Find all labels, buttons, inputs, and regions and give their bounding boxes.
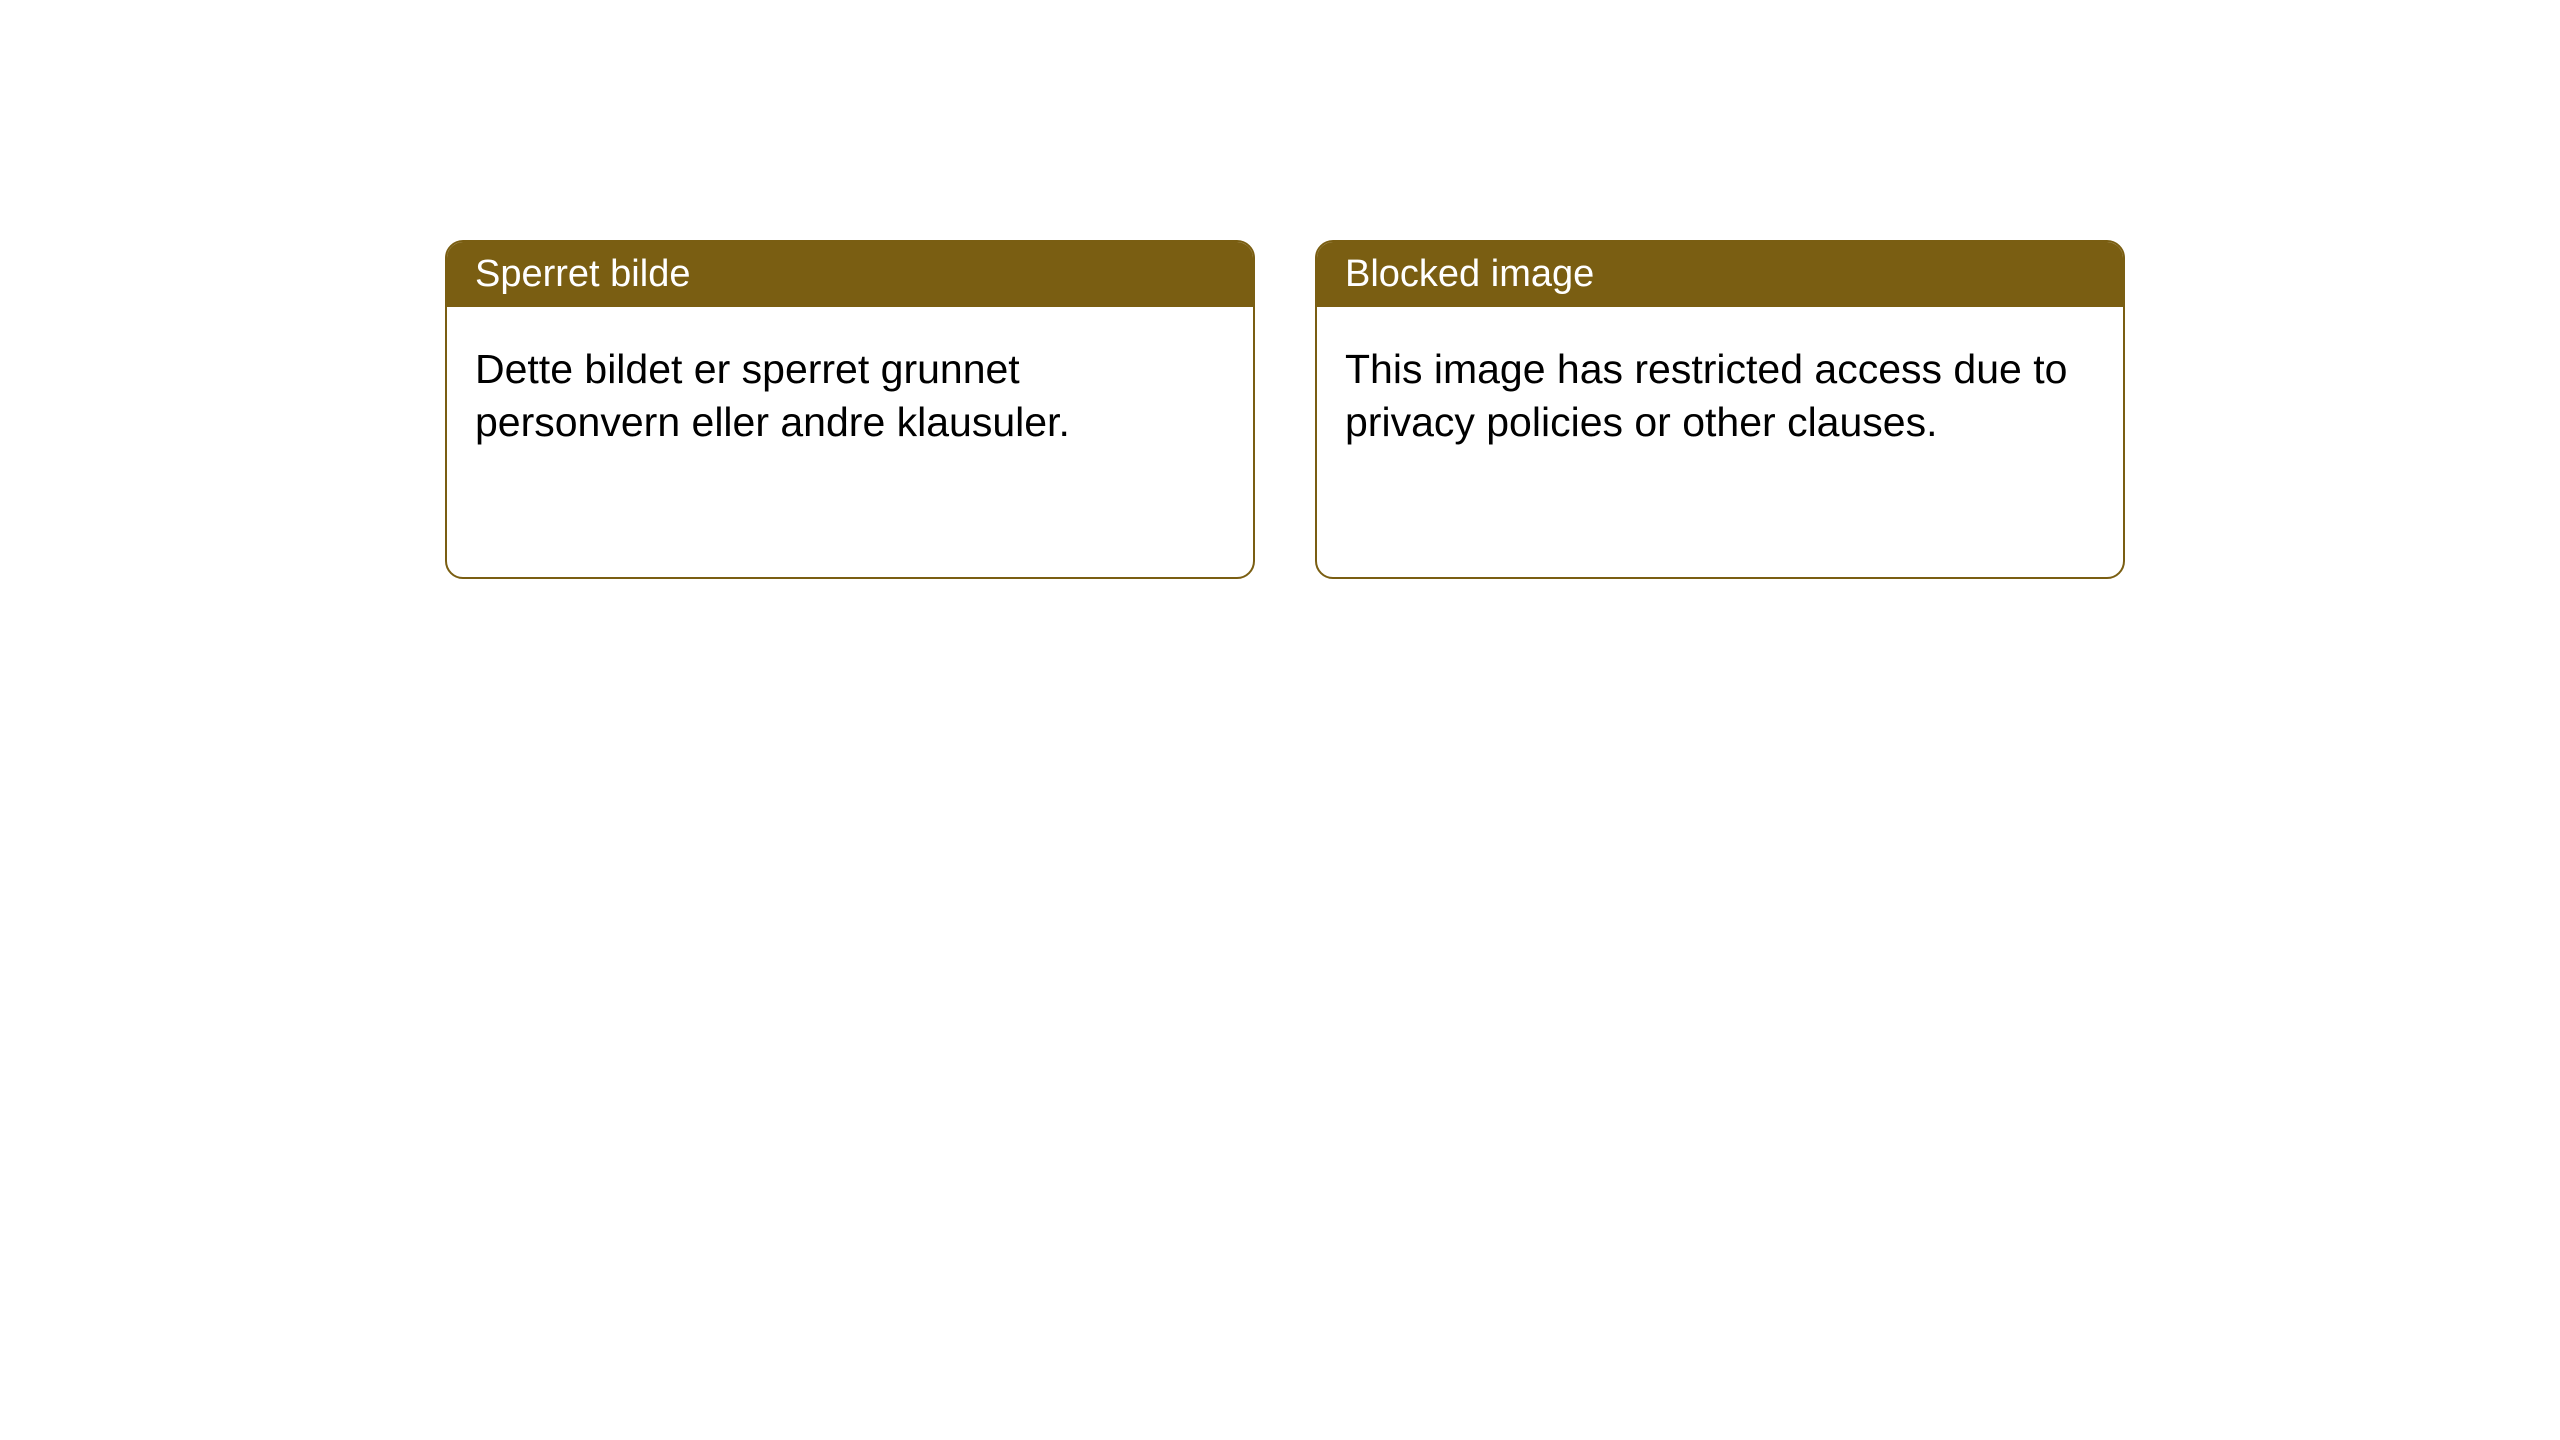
card-header-no: Sperret bilde	[447, 242, 1253, 307]
card-body-no: Dette bildet er sperret grunnet personve…	[447, 307, 1253, 577]
card-header-en: Blocked image	[1317, 242, 2123, 307]
blocked-image-card-en: Blocked image This image has restricted …	[1315, 240, 2125, 579]
notice-cards-container: Sperret bilde Dette bildet er sperret gr…	[445, 240, 2125, 579]
card-body-en: This image has restricted access due to …	[1317, 307, 2123, 577]
blocked-image-card-no: Sperret bilde Dette bildet er sperret gr…	[445, 240, 1255, 579]
